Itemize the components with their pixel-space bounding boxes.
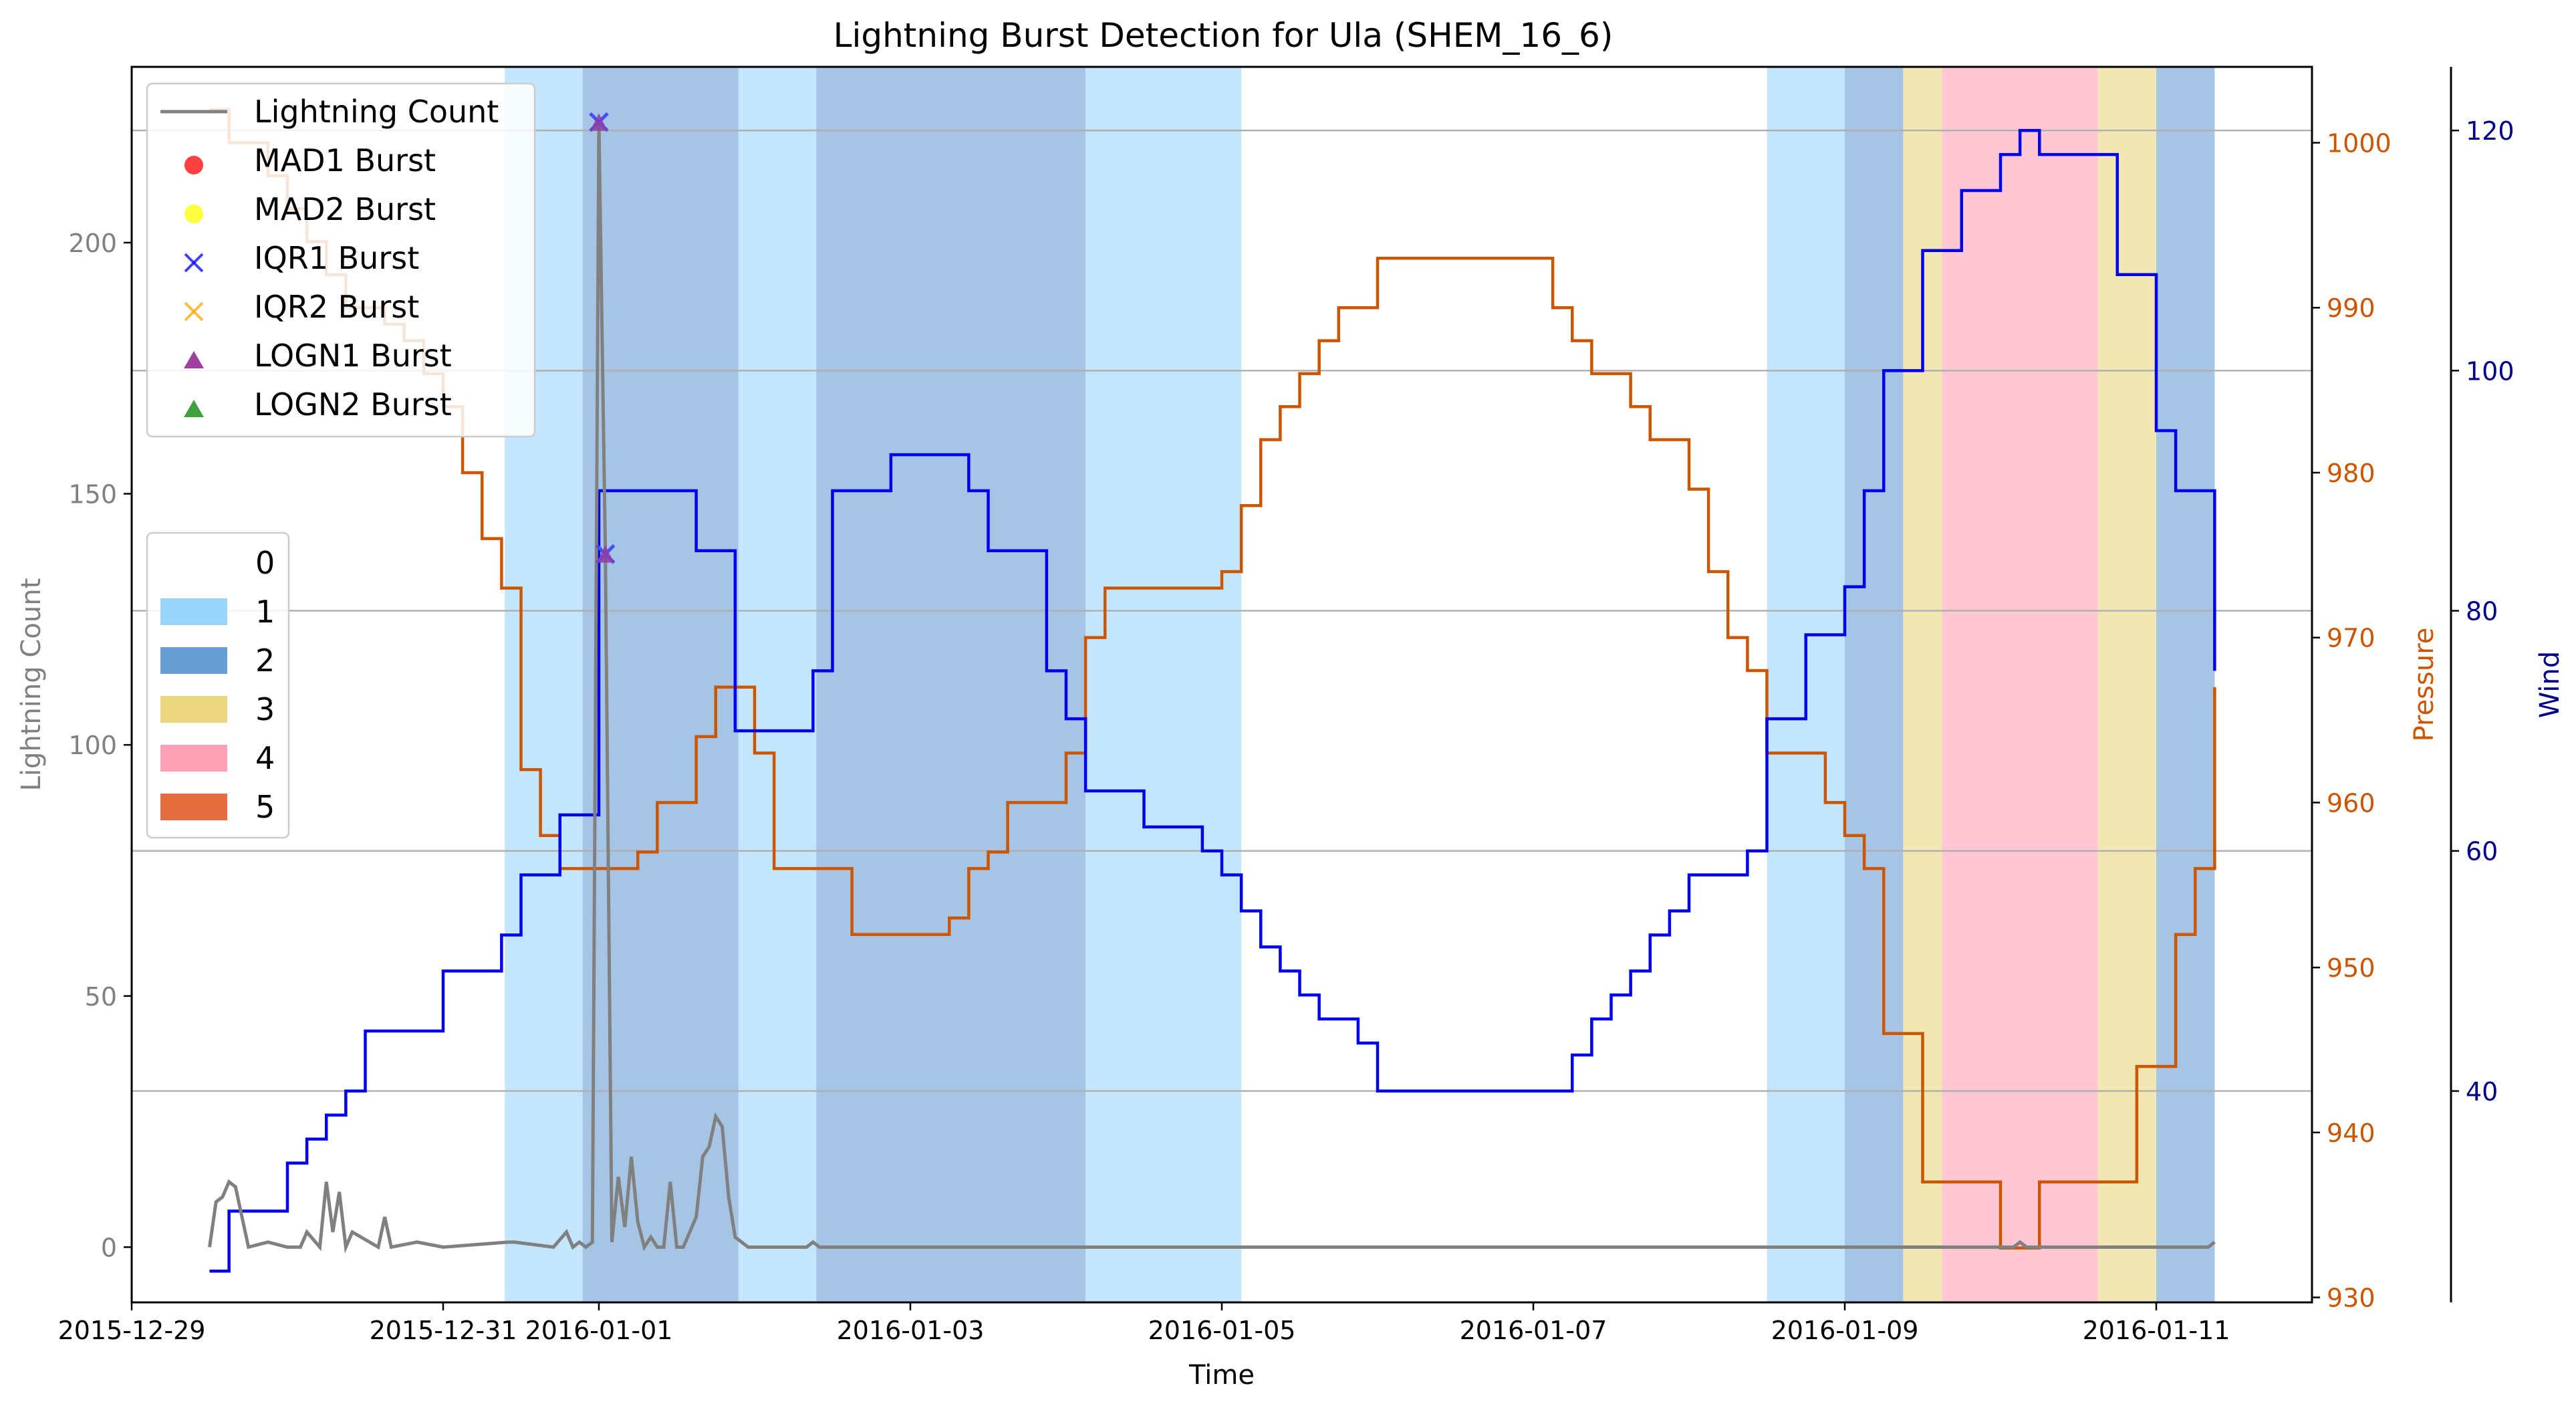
category-legend-item-4: 4 [160,740,275,776]
wind-axis-label: Wind [2535,651,2565,719]
category-band-10 [2156,67,2215,1302]
x-tick-label-7: 2016-01-11 [2083,1316,2230,1345]
category-legend-label: 1 [255,594,275,630]
category-swatch [160,550,227,576]
axes: 2015-12-29 2015-12-31 2016-01-01 2016-01-03… [58,116,2515,1345]
pressure-axis-label: Pressure [2409,628,2440,742]
category-legend-item-5: 5 [160,789,275,825]
y-tick-label-3: 150 [68,480,117,509]
category-legend-item-1: 1 [160,594,275,630]
burst-legend-item-3: IQR1 Burst [184,240,419,276]
wind-line [209,128,2216,1273]
y2-tick-label-6: 990 [2327,294,2375,323]
burst-legend-label: Lightning Count [254,94,499,130]
x-tick-label-1: 2015-12-31 [370,1316,517,1345]
category-band-2 [738,67,817,1302]
y2-tick-label-0: 930 [2327,1284,2375,1313]
burst-marker-2 [590,113,608,131]
burst-legend-item-6: LOGN2 Burst [184,386,452,423]
category-swatch [160,745,227,772]
category-legend-label: 3 [255,691,275,727]
category-band-8 [1942,67,2098,1302]
y3-tick-label-4: 120 [2466,116,2515,146]
burst-markers [589,112,616,564]
legend-triangle-swatch [184,351,204,368]
y2-tick-label-5: 980 [2327,459,2375,488]
burst-legend-frame [146,82,536,438]
y2-tick-label-2: 950 [2327,953,2375,983]
y2-tick-label-7: 1000 [2327,128,2392,158]
y3-tick-label-3: 100 [2466,356,2515,386]
x-tick-label-6: 2016-01-09 [1771,1316,1919,1345]
burst-legend-label: LOGN1 Burst [254,338,452,374]
category-bands [505,67,2215,1302]
burst-legend-item-5: LOGN1 Burst [184,338,452,374]
category-band-3 [816,67,1086,1302]
legend-circle-swatch [184,156,203,174]
y-tick-label-2: 100 [68,731,117,760]
category-legend-item-0: 0 [160,545,275,581]
pressure-line [209,108,2216,1250]
category-swatch [160,598,227,625]
category-band-9 [2097,67,2156,1302]
category-swatch [160,696,227,723]
category-legend-item-3: 3 [160,691,275,727]
y2-tick-label-3: 960 [2327,788,2375,818]
legend-x-b [184,302,204,322]
chart-title: Lightning Burst Detection for Ula (SHEM_… [833,16,1614,55]
burst-legend-label: MAD1 Burst [254,142,436,179]
category-band-6 [1845,67,1904,1302]
category-legend-label: 0 [255,545,275,581]
burst-legend-item-2: MAD2 Burst [184,191,436,227]
burst-legend-label: IQR2 Burst [254,289,419,325]
category-swatch [160,647,227,674]
y3-tick-label-2: 80 [2466,597,2498,626]
burst-legend-label: MAD2 Burst [254,191,436,227]
x-axis-label: Time [1188,1360,1255,1391]
x-tick-label-4: 2016-01-05 [1148,1316,1296,1345]
x-tick-label-2: 2016-01-01 [525,1316,673,1345]
burst-legend-item-0: Lightning Count [160,94,499,130]
y2-tick-label-4: 970 [2327,624,2375,653]
x-tick-label-0: 2015-12-29 [58,1316,206,1345]
burst-legend-item-4: IQR2 Burst [184,289,419,325]
burst-legend-label: IQR1 Burst [254,240,419,276]
y-tick-label-1: 50 [85,982,117,1012]
category-band-1 [582,67,739,1302]
category-legend-label: 4 [255,740,275,776]
burst-legend: Lightning Count MAD1 Burst MAD2 Burst IQR1 … [146,82,536,438]
category-swatch [160,794,227,820]
category-band-4 [1085,67,1242,1302]
series-lines [208,108,2216,1273]
y-axis-label: Lightning Count [16,578,47,792]
y-tick-label-0: 0 [101,1233,117,1262]
y2-tick-label-1: 940 [2327,1119,2375,1148]
burst-legend-item-1: MAD1 Burst [184,142,436,179]
legend-triangle-swatch [184,400,204,417]
lightning-count-line [208,122,2216,1254]
category-legend-item-2: 2 [160,642,275,679]
legend-x-b [184,253,204,273]
category-legend-label: 5 [255,789,275,825]
x-tick-label-5: 2016-01-07 [1460,1316,1607,1345]
burst-legend-label: LOGN2 Burst [254,386,452,423]
legend-circle-swatch [184,205,203,223]
y-tick-label-4: 200 [68,229,117,258]
x-tick-label-3: 2016-01-03 [837,1316,985,1345]
burst-marker-3 [596,545,614,563]
y3-tick-label-0: 40 [2466,1077,2498,1106]
category-legend-label: 2 [255,642,275,679]
category-legend: 0 1 2 3 4 5 [146,532,290,839]
y3-tick-label-1: 60 [2466,837,2498,866]
